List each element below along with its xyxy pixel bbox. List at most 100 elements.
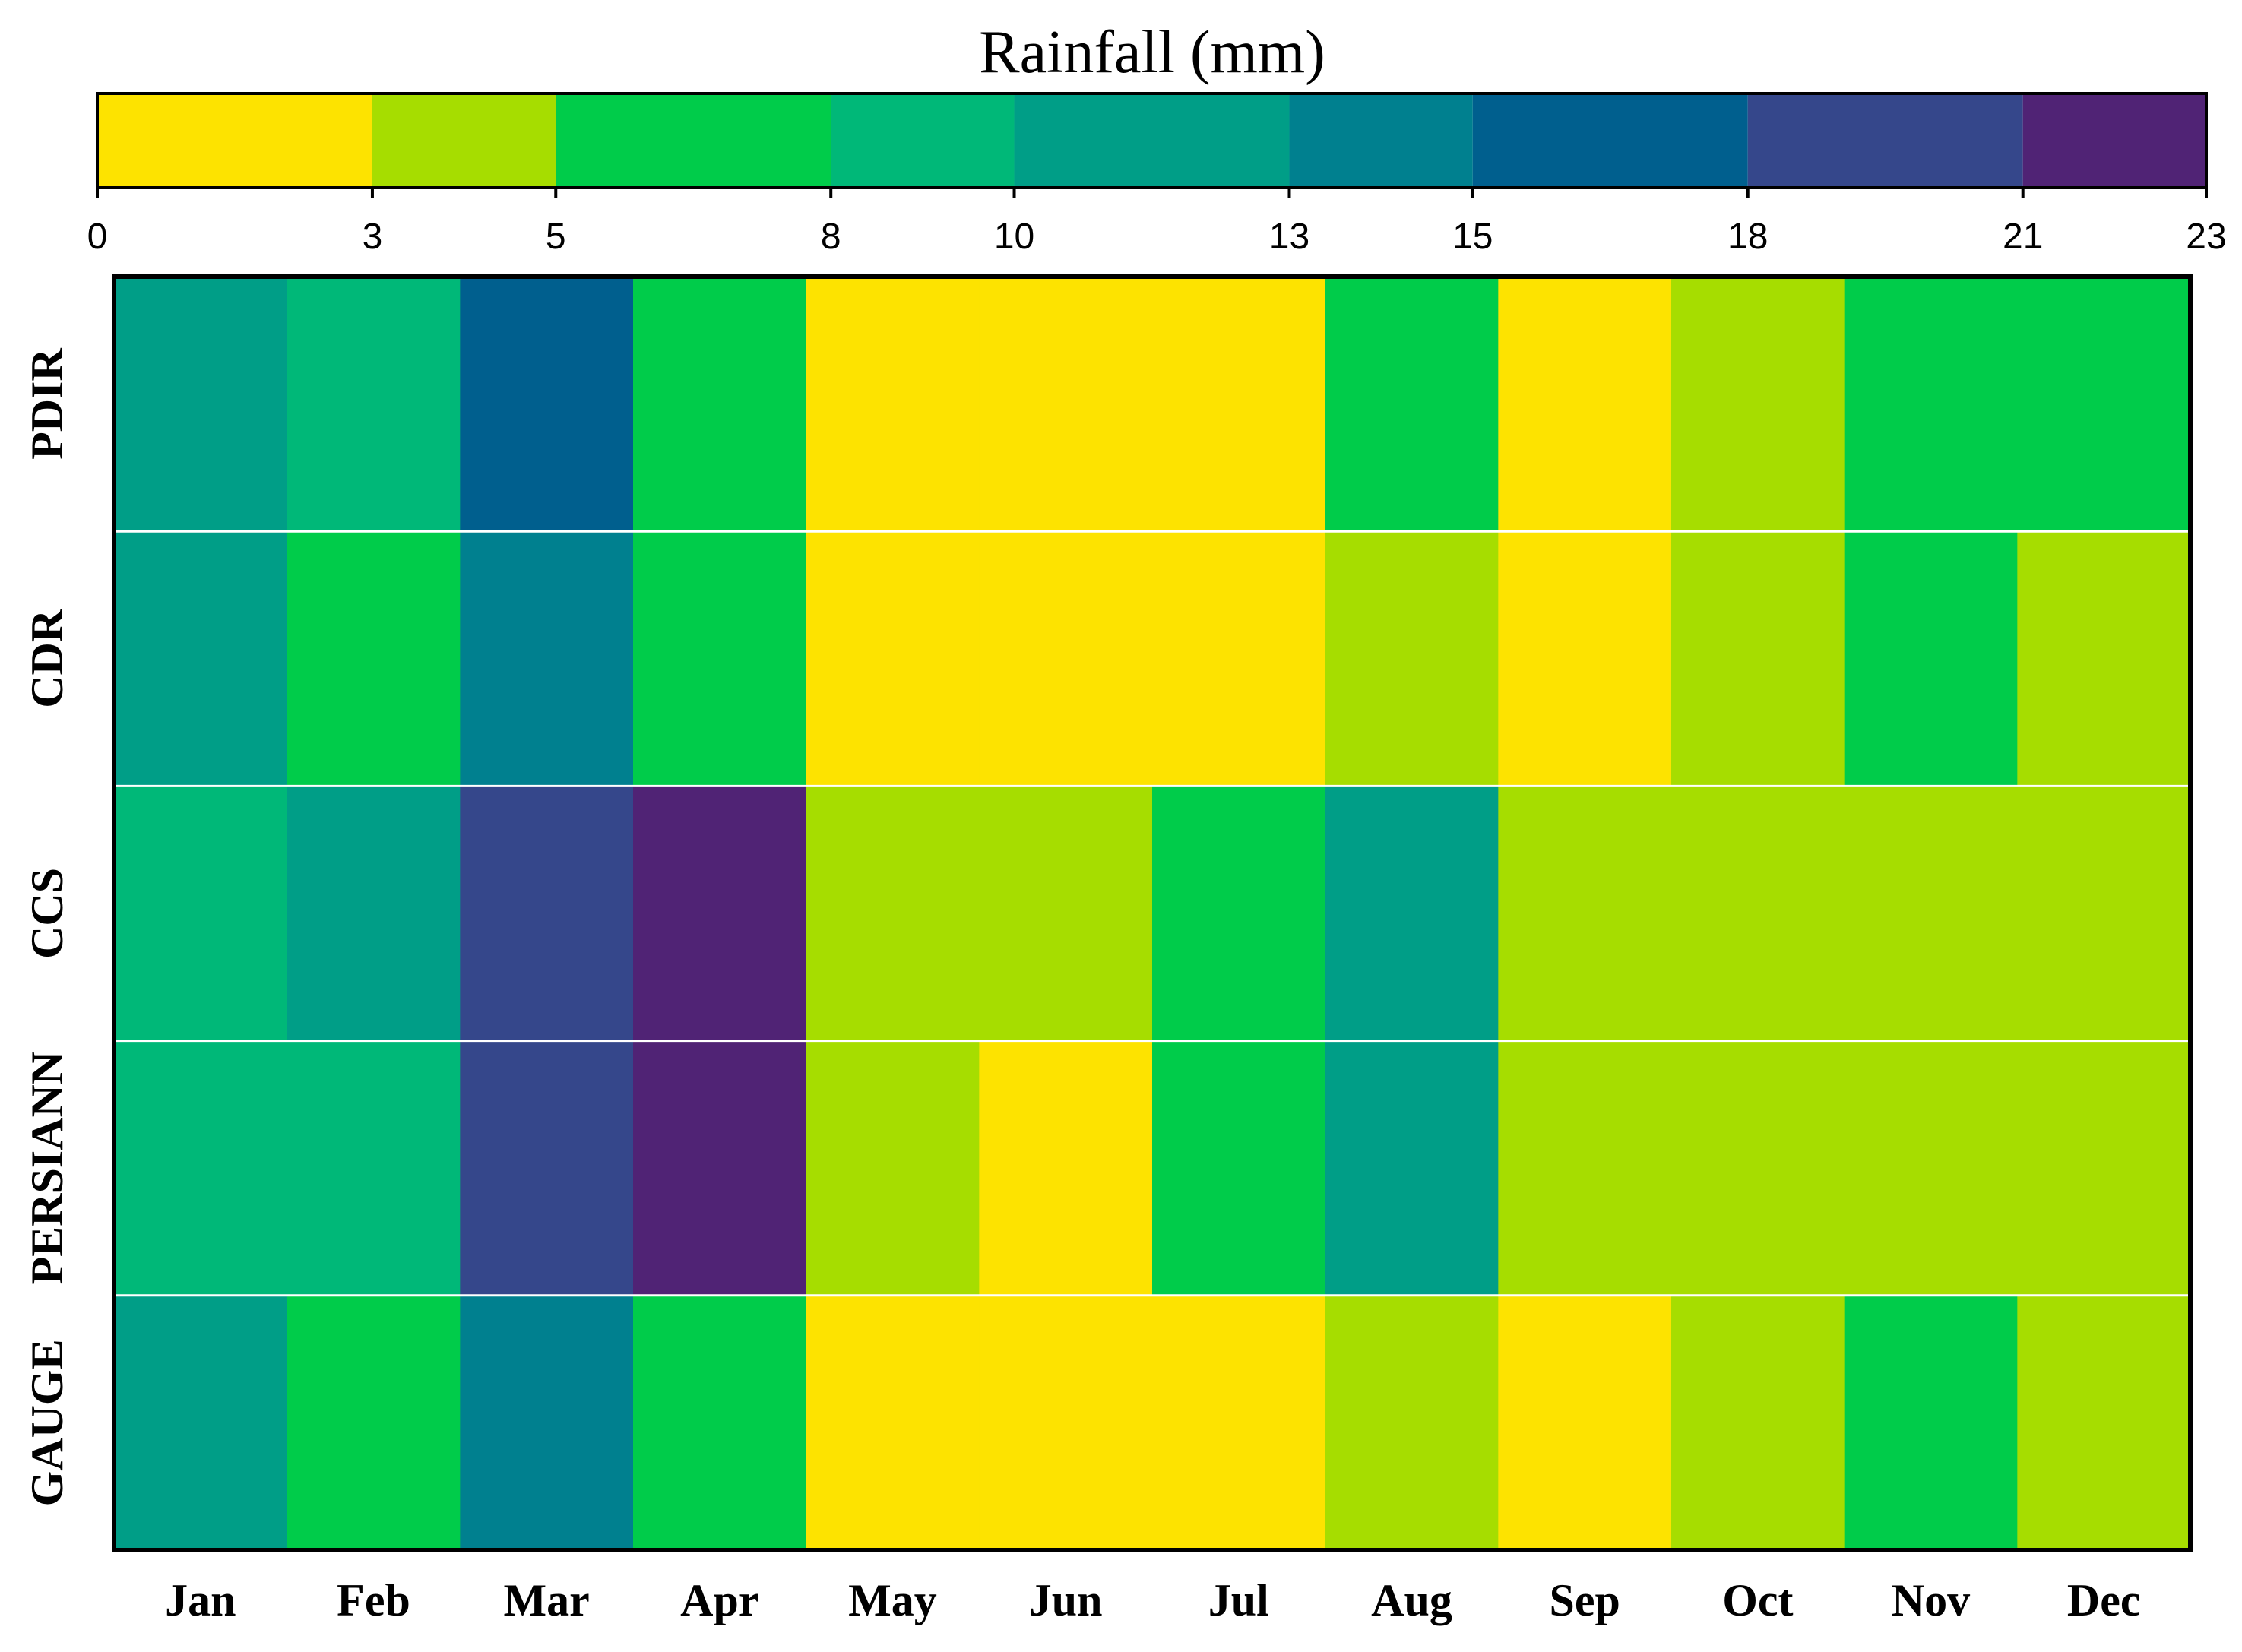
colorbar-segment: [1472, 93, 1748, 188]
y-tick-label: GAUGE: [22, 1339, 72, 1506]
x-tick-label: Aug: [1371, 1575, 1452, 1625]
y-tick-label: PDIR: [22, 348, 72, 460]
heatmap-cell: [1498, 277, 1672, 532]
colorbar-segment: [1747, 93, 2023, 188]
x-tick-label: May: [848, 1575, 937, 1625]
heatmap-cell: [1671, 1295, 1845, 1551]
colorbar-tick-label: 21: [2003, 217, 2043, 257]
colorbar-title: Rainfall (mm): [979, 19, 1325, 86]
heatmap-cell: [633, 531, 807, 786]
colorbar-segment: [556, 93, 831, 188]
colorbar-tick-label: 13: [1269, 217, 1309, 257]
heatmap-cell: [114, 1040, 288, 1296]
heatmap-cell: [1844, 277, 2018, 532]
heatmap-cell: [1325, 1040, 1499, 1296]
heatmap-cell: [114, 277, 288, 532]
colorbar-tick-label: 5: [546, 217, 566, 257]
heatmap-cell: [287, 1040, 461, 1296]
colorbar-segment: [97, 93, 372, 188]
heatmap-cell: [1152, 786, 1326, 1042]
heatmap-cell: [1325, 1295, 1499, 1551]
y-tick-label: CDR: [22, 609, 72, 708]
heatmap-cell: [806, 786, 980, 1042]
colorbar-frame: [96, 92, 2208, 189]
heatmap-cell: [287, 1295, 461, 1551]
heatmap-cell: [1152, 1040, 1326, 1296]
heatmap-cell: [1671, 1040, 1845, 1296]
x-tick-label: Mar: [504, 1575, 590, 1625]
x-tick-label: Oct: [1722, 1575, 1793, 1625]
heatmap-cell: [460, 1040, 634, 1296]
heatmap-cell: [1844, 1040, 2018, 1296]
heatmap-cell: [979, 1040, 1153, 1296]
heatmap-cell: [1498, 531, 1672, 786]
heatmap-cell: [1152, 531, 1326, 786]
colorbar: 0 3 5 8 10 13 15 18 21 23: [87, 92, 2227, 257]
heatmap-frame: [112, 274, 2193, 1552]
y-axis-labels: PDIR CDR CCS PERSIANN GAUGE: [22, 348, 72, 1507]
heatmap-cell: [633, 277, 807, 532]
colorbar-tick-label: 0: [87, 217, 108, 257]
heatmap-cell: [1498, 1040, 1672, 1296]
x-tick-label: Nov: [1892, 1575, 1970, 1625]
heatmap-cell: [114, 531, 288, 786]
heatmap-cell: [1325, 786, 1499, 1042]
heatmap-cell: [806, 1040, 980, 1296]
heatmap-cell: [114, 786, 288, 1042]
colorbar-tick-label: 8: [821, 217, 841, 257]
heatmap-cell: [806, 277, 980, 532]
heatmap-cell: [1844, 531, 2018, 786]
heatmap-cell: [2017, 786, 2191, 1042]
heatmap-cell: [460, 531, 634, 786]
heatmap-cell: [633, 1040, 807, 1296]
heatmap-cell: [1844, 786, 2018, 1042]
heatmap-cell: [287, 786, 461, 1042]
heatmap-cell: [979, 531, 1153, 786]
heatmap-cell: [1671, 531, 1845, 786]
colorbar-tick-label: 3: [363, 217, 383, 257]
heatmap-cell: [2017, 277, 2191, 532]
heatmap-cell: [979, 1295, 1153, 1551]
colorbar-tick-label: 10: [994, 217, 1034, 257]
heatmap-cell: [1152, 277, 1326, 532]
heatmap-cell: [806, 1295, 980, 1551]
heatmap-cell: [287, 277, 461, 532]
colorbar-tick-label: 18: [1727, 217, 1768, 257]
heatmap-cell: [1152, 1295, 1326, 1551]
x-tick-label: Jun: [1029, 1575, 1103, 1625]
heatmap-cell: [979, 786, 1153, 1042]
heatmap-cell: [2017, 531, 2191, 786]
x-tick-label: Apr: [680, 1575, 758, 1625]
colorbar-tick-label: 23: [2186, 217, 2226, 257]
heatmap-cell: [114, 1295, 288, 1551]
x-axis-labels: Jan Feb Mar Apr May Jun Jul Aug Sep Oct Nov Dec: [165, 1575, 2140, 1625]
heatmap-cell: [1498, 1295, 1672, 1551]
heatmap-cell: [2017, 1040, 2191, 1296]
heatmap-cell: [633, 786, 807, 1042]
colorbar-segment: [2022, 93, 2206, 188]
heatmap-cell: [460, 277, 634, 532]
heatmap-cell: [287, 531, 461, 786]
y-tick-label: PERSIANN: [22, 1052, 72, 1285]
colorbar-segment: [1014, 93, 1290, 188]
x-tick-label: Dec: [2067, 1575, 2141, 1625]
heatmap-cell: [979, 277, 1153, 532]
x-tick-label: Jan: [165, 1575, 236, 1625]
x-tick-label: Sep: [1549, 1575, 1620, 1625]
heatmap-cell: [1844, 1295, 2018, 1551]
colorbar-segment: [831, 93, 1015, 188]
colorbar-segment: [1289, 93, 1473, 188]
heatmap-cell: [806, 531, 980, 786]
heatmap-cell: [1325, 531, 1499, 786]
heatmap-cell: [1671, 277, 1845, 532]
colorbar-tick-label: 15: [1452, 217, 1493, 257]
heatmap-cell: [460, 1295, 634, 1551]
heatmap-cell: [2017, 1295, 2191, 1551]
heatmap-cell: [1498, 786, 1672, 1042]
heatmap-cell: [460, 786, 634, 1042]
y-tick-label: CCS: [22, 868, 72, 959]
colorbar-segment: [372, 93, 556, 188]
heatmap-cell: [633, 1295, 807, 1551]
heatmap-cell: [1325, 277, 1499, 532]
